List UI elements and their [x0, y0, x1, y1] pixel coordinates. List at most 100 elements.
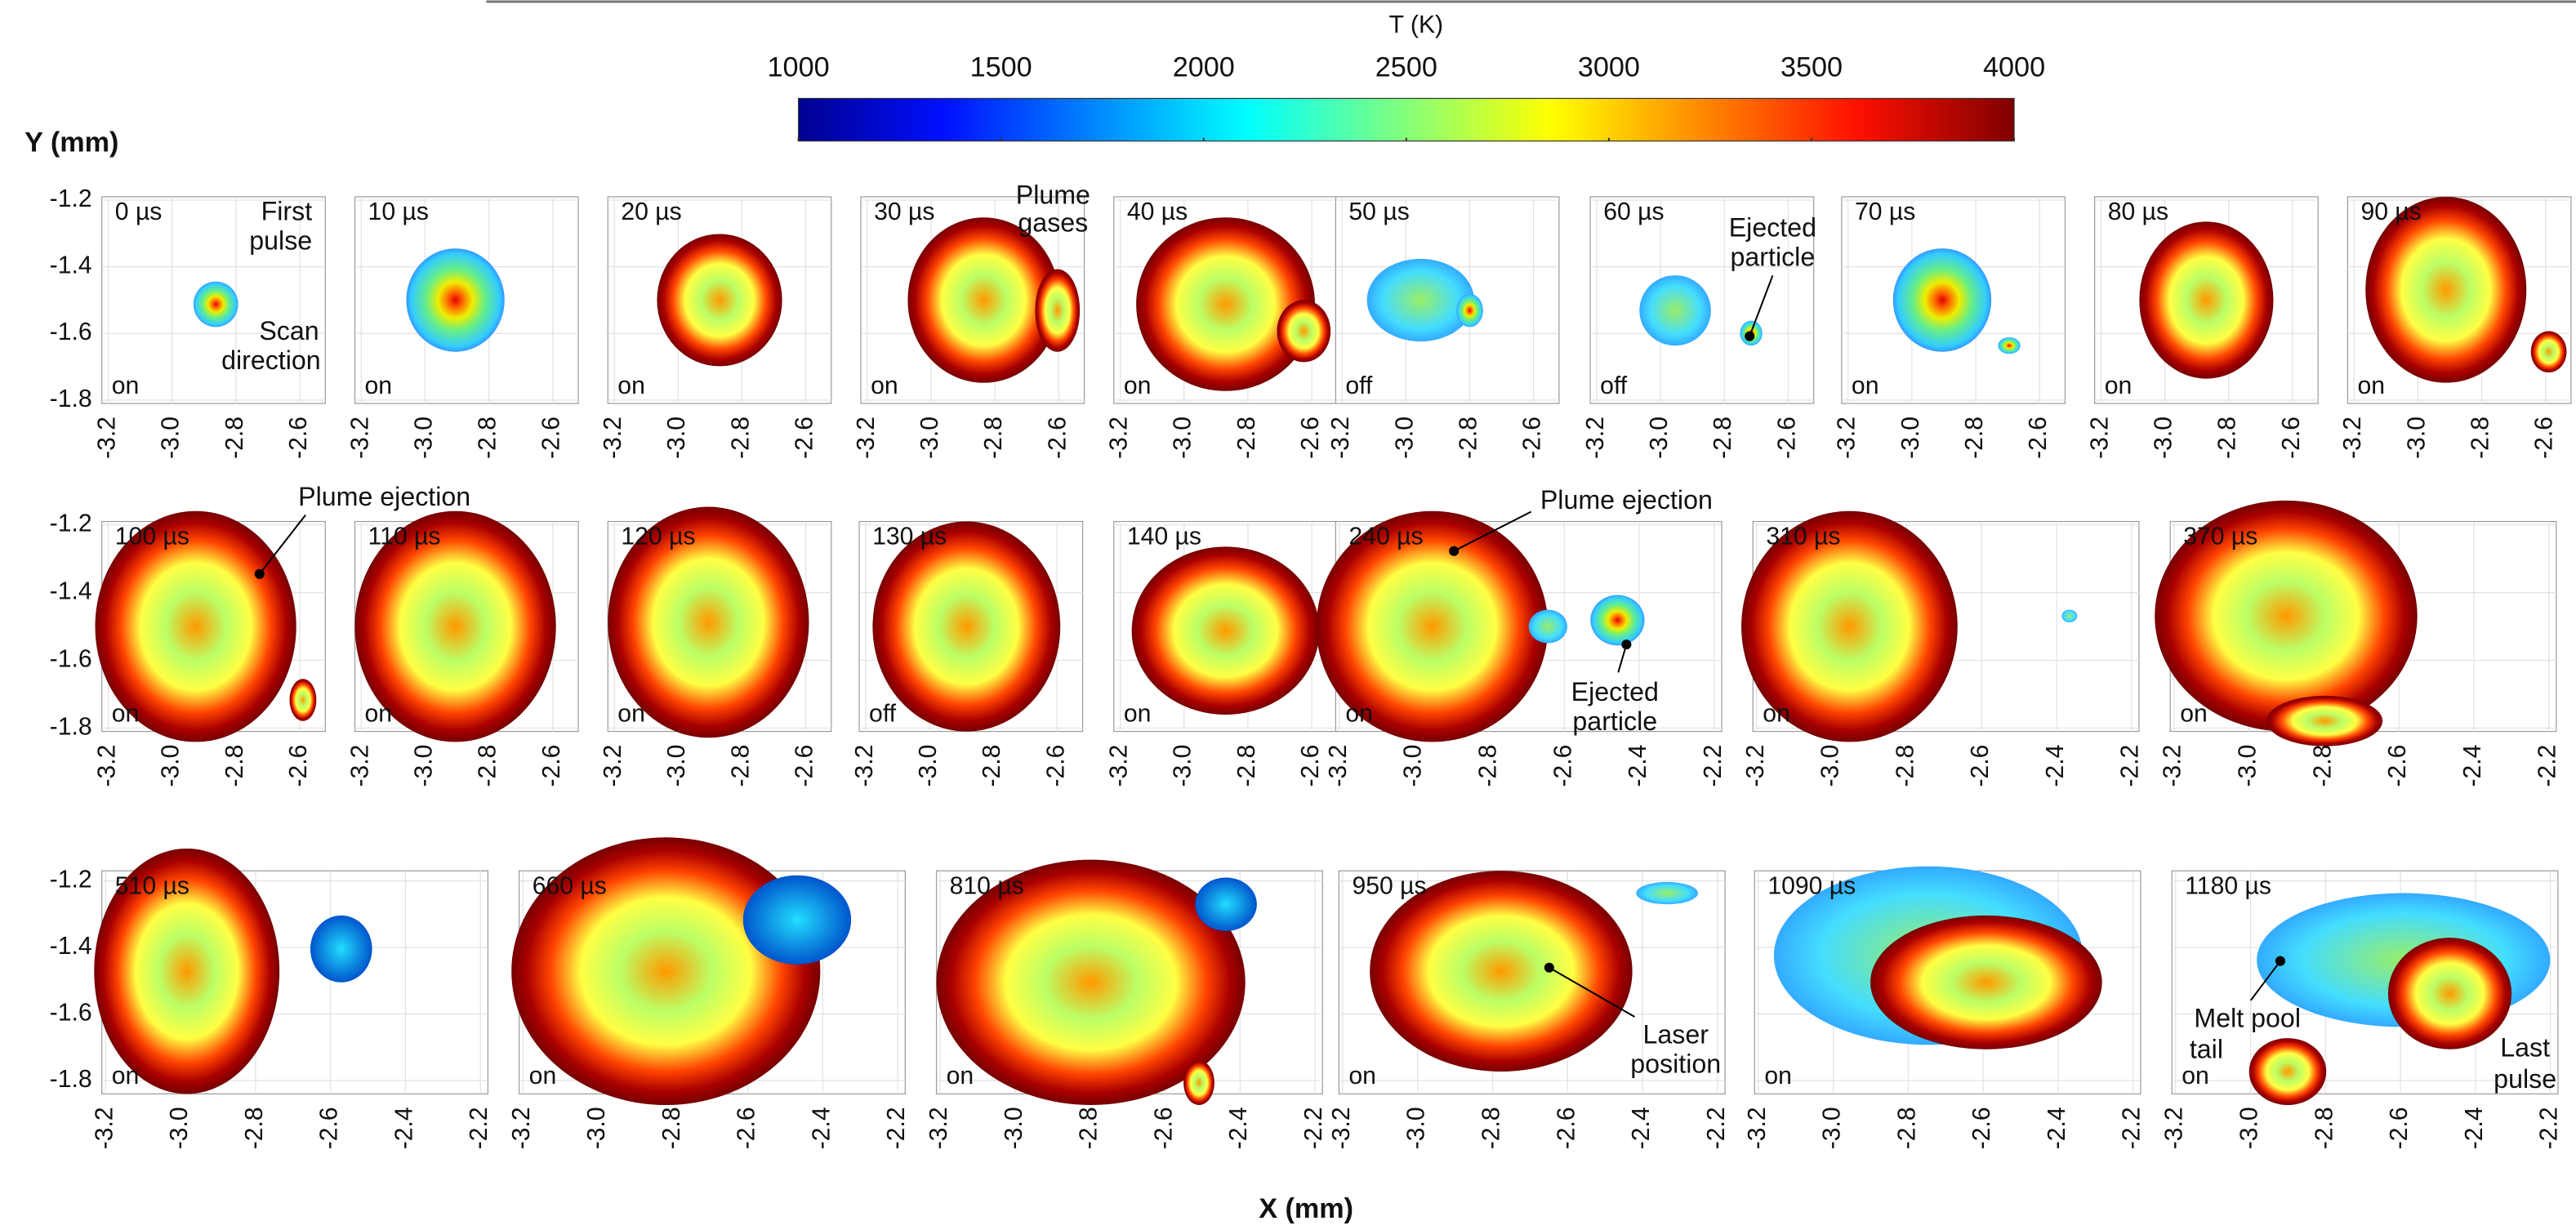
- pointer-dot: [254, 568, 265, 579]
- state-label: on: [617, 700, 645, 727]
- x-tick-label: -2.8: [2309, 745, 2336, 787]
- time-label: 40 µs: [1127, 198, 1188, 225]
- annotation: particle: [1731, 243, 1816, 272]
- pointer-dot: [1544, 962, 1554, 973]
- temperature-blob: [1370, 871, 1633, 1072]
- x-tick-label: -2.6: [2384, 745, 2411, 787]
- y-tick-label: -1.4: [50, 933, 92, 960]
- temperature-blob: [2530, 331, 2567, 373]
- state-label: on: [2182, 1063, 2209, 1090]
- pointer-dot: [2275, 956, 2285, 966]
- x-tick-label: -2.2: [883, 1107, 910, 1149]
- x-axis-label: X (mm): [1259, 1193, 1353, 1224]
- annotation: pulse: [249, 226, 312, 256]
- x-tick-label: -3.2: [1582, 417, 1609, 459]
- x-tick-label: -2.6: [1773, 417, 1800, 459]
- y-tick-label: -1.4: [50, 578, 92, 605]
- x-tick-label: -2.2: [1703, 1107, 1730, 1149]
- x-tick-label: -3.2: [1327, 417, 1354, 459]
- state-label: on: [1348, 1063, 1376, 1090]
- x-tick-label: -2.4: [1225, 1107, 1252, 1149]
- time-label: 130 µs: [872, 524, 947, 550]
- x-tick-label: -3.0: [1403, 1107, 1430, 1149]
- x-tick-label: -2.8: [1233, 745, 1260, 787]
- x-tick-label: -2.2: [2534, 745, 2561, 787]
- temperature-blob: [1892, 248, 1992, 352]
- time-label: 510 µs: [115, 872, 189, 899]
- x-tick-label: -2.6: [316, 1107, 343, 1149]
- time-label: 60 µs: [1603, 198, 1664, 225]
- annotation: Ejected: [1729, 213, 1816, 243]
- pointer-dot: [1745, 331, 1755, 341]
- state-label: on: [112, 1063, 140, 1090]
- x-tick-label: -2.8: [1893, 1107, 1920, 1149]
- x-tick-label: -2.6: [1553, 1107, 1580, 1149]
- x-tick-label: -3.2: [93, 417, 120, 459]
- y-tick-label: -1.4: [50, 252, 92, 279]
- time-label: 120 µs: [621, 524, 695, 550]
- colorbar-tick-label: 4000: [1983, 51, 2045, 82]
- temperature-blob: [289, 679, 317, 721]
- x-tick-label: -2.8: [1233, 417, 1260, 459]
- temperature-blob: [1131, 546, 1320, 715]
- x-tick-label: -2.6: [538, 417, 565, 459]
- x-tick-label: -2.6: [1967, 745, 1994, 787]
- time-label: 1180 µs: [2185, 872, 2271, 899]
- x-tick-label: -2.8: [475, 417, 501, 459]
- state-label: on: [1124, 700, 1152, 727]
- x-tick-label: -3.0: [663, 745, 690, 787]
- x-tick-label: -2.6: [733, 1107, 760, 1149]
- annotation: direction: [221, 345, 321, 375]
- x-tick-label: -3.2: [599, 417, 626, 459]
- state-label: on: [2180, 700, 2208, 727]
- colorbar: [797, 97, 2015, 142]
- colorbar-tick-label: 2500: [1375, 51, 1437, 82]
- x-tick-label: -2.8: [1474, 745, 1501, 787]
- time-label: 310 µs: [1766, 524, 1840, 550]
- x-tick-label: -2.8: [727, 417, 754, 459]
- annotation: Plume ejection: [1540, 485, 1713, 515]
- temperature-blob: [1277, 300, 1331, 363]
- time-label: 660 µs: [533, 872, 607, 899]
- x-tick-label: -3.0: [410, 745, 437, 787]
- colorbar-tick-label: 3500: [1780, 51, 1843, 82]
- temperature-blob: [1870, 915, 2102, 1050]
- temperature-blob: [511, 837, 821, 1105]
- temperature-blob: [193, 281, 238, 328]
- y-tick-label: -1.6: [50, 999, 92, 1026]
- x-tick-label: -2.8: [475, 745, 501, 787]
- temperature-blob: [1456, 293, 1483, 328]
- time-label: 950 µs: [1352, 872, 1426, 899]
- annotation: gases: [1018, 208, 1088, 238]
- x-tick-label: -3.0: [1391, 417, 1418, 459]
- x-tick-label: -3.2: [2159, 745, 2186, 787]
- x-tick-label: -2.8: [727, 745, 754, 787]
- temperature-blob: [1316, 510, 1549, 742]
- colorbar-tick-label: 3000: [1578, 51, 1640, 82]
- x-tick-label: -2.6: [1968, 1107, 1995, 1149]
- annotation: position: [1630, 1050, 1721, 1079]
- x-tick-label: -2.6: [2278, 417, 2305, 459]
- pointer-dot: [1449, 546, 1460, 556]
- time-label: 810 µs: [950, 872, 1024, 899]
- x-tick-label: -3.2: [2161, 1107, 2188, 1149]
- x-tick-label: -2.2: [1700, 745, 1727, 787]
- x-tick-label: -3.0: [410, 417, 437, 459]
- temperature-blob: [2155, 500, 2418, 732]
- x-tick-label: -2.6: [2386, 1107, 2413, 1149]
- x-tick-label: -2.6: [1297, 745, 1324, 787]
- x-tick-label: -2.8: [221, 745, 248, 787]
- colorbar-tick-label: 1500: [970, 51, 1032, 82]
- state-label: off: [869, 700, 897, 727]
- temperature-blob: [872, 521, 1061, 732]
- annotation: particle: [1572, 706, 1657, 736]
- annotation: Scan: [259, 316, 319, 345]
- annotation: Laser: [1642, 1020, 1709, 1050]
- state-label: off: [1600, 372, 1628, 399]
- temperature-blob: [1366, 258, 1474, 342]
- temperature-blob: [1590, 595, 1645, 646]
- annotation: tail: [2190, 1035, 2223, 1064]
- x-tick-label: -2.8: [978, 745, 1005, 787]
- x-tick-label: -3.0: [916, 417, 943, 459]
